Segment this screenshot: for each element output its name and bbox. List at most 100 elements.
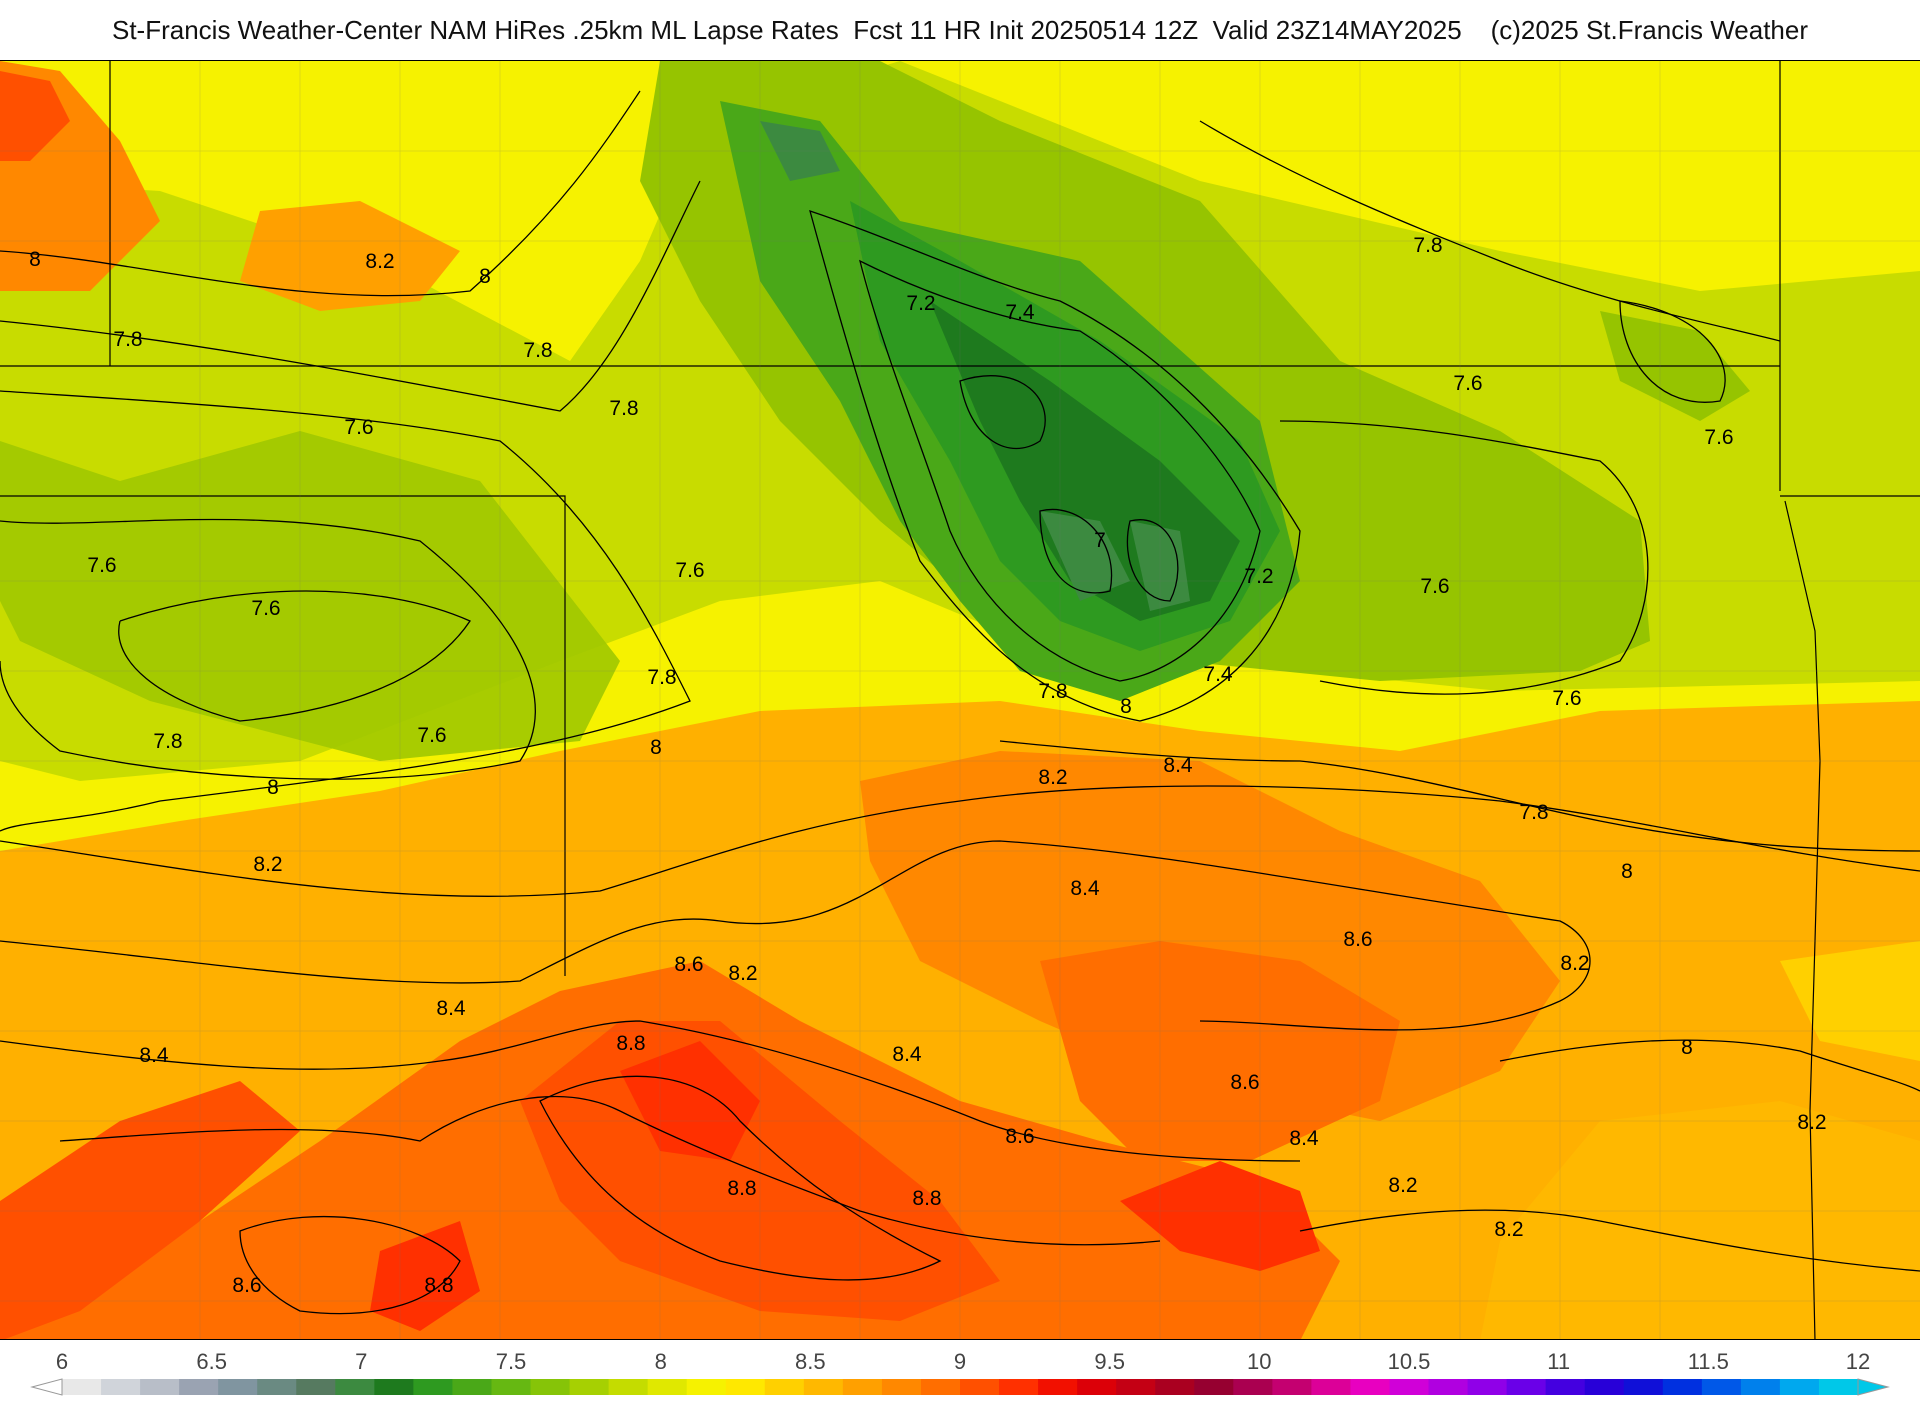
contour-label: 7.6 (675, 559, 704, 582)
contour-label: 8.8 (616, 1032, 645, 1055)
colorbar-tick-label: 10.5 (1388, 1349, 1431, 1374)
colorbar-swatch (62, 1379, 102, 1395)
colorbar-swatch (842, 1379, 883, 1395)
colorbar-tick-label: 6 (56, 1349, 68, 1374)
contour-label: 7 (1094, 529, 1106, 552)
colorbar-swatch (1740, 1379, 1781, 1395)
colorbar-swatch (1428, 1379, 1469, 1395)
colorbar-tick-label: 6.5 (196, 1349, 227, 1374)
colorbar-swatch (1506, 1379, 1547, 1395)
colorbar-swatch (1155, 1379, 1195, 1395)
colorbar-swatch (764, 1379, 805, 1395)
contour-label: 8.2 (253, 853, 282, 876)
colorbar-tick-label: 10 (1247, 1349, 1271, 1374)
contour-label: 8.6 (232, 1274, 261, 1297)
colorbar-swatch (335, 1379, 375, 1395)
contour-label: 8.6 (1343, 928, 1372, 951)
colorbar-swatch (920, 1379, 961, 1395)
colorbar-swatch (296, 1379, 336, 1395)
contour-label: 8.8 (424, 1274, 453, 1297)
colorbar-swatch (960, 1379, 1000, 1395)
contour-label: 7.6 (1453, 372, 1482, 395)
contour-label: 7.8 (609, 397, 638, 420)
map-title: St-Francis Weather-Center NAM HiRes .25k… (111, 14, 1809, 45)
colorbar-tick-label: 8 (655, 1349, 667, 1374)
colorbar-swatch (413, 1379, 454, 1395)
state-and-county-boundaries (0, 61, 1920, 1339)
contour-label: 8 (1120, 695, 1132, 718)
colorbar-swatch (1194, 1379, 1234, 1395)
colorbar-swatch (1077, 1379, 1117, 1395)
colorbar-tick-label: 12 (1846, 1349, 1870, 1374)
colorbar-swatch (374, 1379, 414, 1395)
contour-label: 8.6 (674, 953, 703, 976)
colorbar: 6 6.5 7 7.5 8 8.5 9 9.5 10 10.5 11 11.5 12 (30, 1349, 1890, 1396)
contour-label: 7.2 (906, 292, 935, 315)
colorbar-swatch (1350, 1379, 1391, 1395)
contour-label: 8 (650, 736, 662, 759)
colorbar-tick-label: 11 (1547, 1349, 1570, 1374)
contour-label: 8.2 (1797, 1111, 1826, 1134)
contour-label: 8.2 (1038, 766, 1067, 789)
contour-label: 7.8 (523, 339, 552, 362)
contour-label: 8.4 (436, 997, 466, 1020)
colorbar-tick-label: 7 (355, 1349, 367, 1374)
contour-label: 7.8 (153, 730, 182, 753)
colorbar-swatch (1545, 1379, 1586, 1395)
contour-label: 8.2 (728, 962, 757, 985)
contour-label: 7.8 (1038, 680, 1067, 703)
contour-label: 8.8 (912, 1187, 941, 1210)
contour-label: 8.2 (1388, 1174, 1417, 1197)
colorbar-swatch (257, 1379, 297, 1395)
contour-label: 7.8 (113, 328, 142, 351)
contour-label: 8.4 (139, 1044, 169, 1067)
colorbar-swatch (608, 1379, 649, 1395)
contour-label: 8 (479, 265, 491, 288)
colorbar-swatch (1701, 1379, 1742, 1395)
colorbar-swatch (725, 1379, 766, 1395)
colorbar-swatch (1389, 1379, 1430, 1395)
colorbar-low-arrow (30, 1378, 63, 1396)
contour-label: 8.2 (365, 250, 394, 273)
colorbar-high-arrow (1857, 1378, 1890, 1396)
contour-label: 8 (1681, 1036, 1693, 1059)
lapse-rate-map: 8.2 8 8 7.8 7.8 7.8 7.6 7.6 7.6 7.6 7.6 … (0, 61, 1920, 1339)
colorbar-swatch (999, 1379, 1039, 1395)
contour-label: 7.6 (417, 724, 446, 747)
colorbar-swatch (686, 1379, 727, 1395)
contour-label: 7.6 (344, 416, 373, 439)
colorbar-swatch (1272, 1379, 1312, 1395)
contour-label: 7.2 (1244, 565, 1273, 588)
colorbar-swatch (101, 1379, 141, 1395)
colorbar-swatch (140, 1379, 180, 1395)
contour-label: 7.8 (647, 666, 676, 689)
contour-label: 8.4 (1289, 1127, 1319, 1150)
contour-label: 7.4 (1005, 301, 1035, 324)
contour-label: 8.4 (892, 1043, 922, 1066)
colorbar-swatches (62, 1379, 1859, 1395)
colorbar-legend: 6 6.5 7 7.5 8 8.5 9 9.5 10 10.5 11 11.5 12 (0, 1340, 1920, 1400)
contour-label: 7.8 (1413, 234, 1442, 257)
colorbar-swatch (1662, 1379, 1703, 1395)
colorbar-swatch (803, 1379, 844, 1395)
colorbar-tick-labels: 6 6.5 7 7.5 8 8.5 9 9.5 10 10.5 11 11.5 12 (56, 1349, 1870, 1374)
contour-label: 7.8 (1519, 801, 1548, 824)
contour-label: 7.4 (1203, 663, 1233, 686)
contour-label: 7.6 (251, 597, 280, 620)
contour-label: 7.6 (87, 554, 116, 577)
colorbar-swatch (1584, 1379, 1625, 1395)
lapse-rate-color-fill (0, 61, 1920, 1339)
contour-labels: 8.2 8 8 7.8 7.8 7.8 7.6 7.6 7.6 7.6 7.6 … (29, 234, 1826, 1297)
map-panel: 8.2 8 8 7.8 7.8 7.8 7.6 7.6 7.6 7.6 7.6 … (0, 60, 1920, 1340)
contour-label: 8.6 (1005, 1125, 1034, 1148)
contour-label: 8 (1621, 860, 1633, 883)
contour-label: 8 (267, 776, 279, 799)
contour-label: 8.8 (727, 1177, 756, 1200)
contour-label: 8.2 (1494, 1218, 1523, 1241)
colorbar-swatch (1623, 1379, 1664, 1395)
colorbar-swatch (881, 1379, 922, 1395)
colorbar-swatch (1818, 1379, 1859, 1395)
contour-label: 7.6 (1420, 575, 1449, 598)
colorbar-tick-label: 9 (954, 1349, 966, 1374)
